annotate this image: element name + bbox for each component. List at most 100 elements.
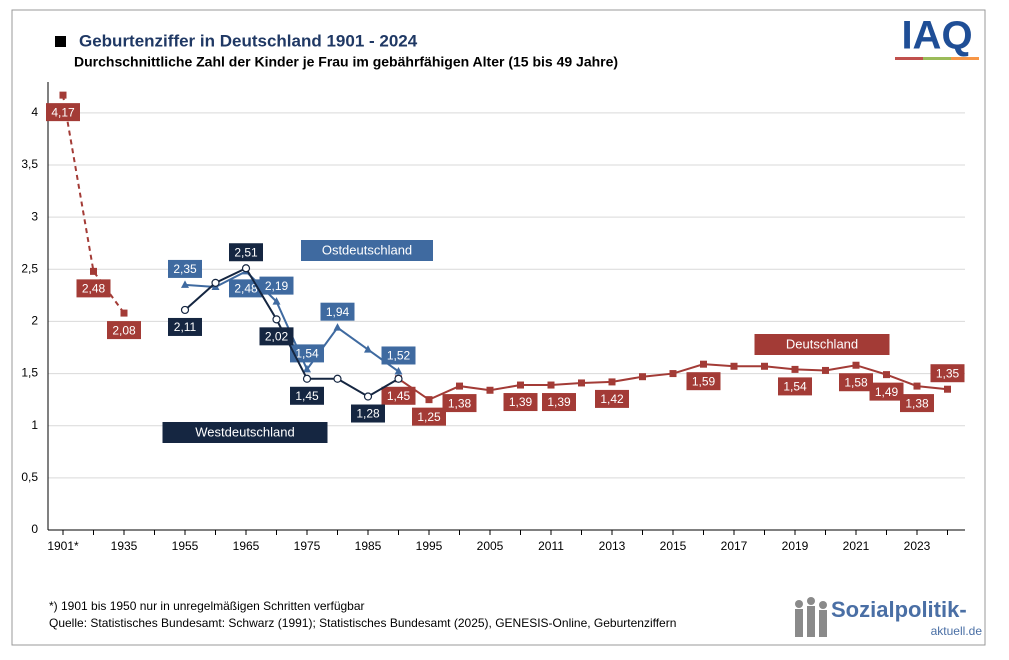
y-tick-label: 1 xyxy=(31,418,38,432)
chart-title: Geburtenziffer in Deutschland 1901 - 202… xyxy=(79,31,418,50)
data-label-box xyxy=(900,394,934,413)
data-label-box xyxy=(381,386,416,405)
data-label-box xyxy=(290,344,324,363)
legend-box xyxy=(754,334,890,355)
marker xyxy=(578,379,585,387)
x-tick-label: 2011 xyxy=(538,539,564,553)
marker xyxy=(517,381,524,389)
logo-bar xyxy=(951,57,979,60)
marker xyxy=(333,374,342,383)
iaq-logo: IAQ xyxy=(901,14,972,58)
data-label: 2,51 xyxy=(234,245,258,259)
marker xyxy=(944,385,951,393)
data-label: 2,08 xyxy=(112,323,136,337)
data-label-box xyxy=(930,364,965,383)
data-label: 2,48 xyxy=(82,282,106,296)
data-label: 2,19 xyxy=(265,279,289,293)
marker xyxy=(120,309,128,317)
data-label-box xyxy=(381,346,416,365)
marker xyxy=(90,267,97,275)
y-tick-label: 3 xyxy=(31,209,38,223)
marker xyxy=(180,305,190,315)
x-tick-label: 1995 xyxy=(416,539,443,553)
marker xyxy=(272,297,281,305)
data-label: 1,45 xyxy=(295,389,319,403)
title-marker xyxy=(55,36,66,47)
x-tick-label: 1985 xyxy=(355,539,382,553)
legend-box xyxy=(162,422,328,443)
marker xyxy=(394,366,403,375)
marker xyxy=(730,362,738,370)
marker xyxy=(913,382,921,390)
data-label: 1,38 xyxy=(448,396,472,410)
data-label-box xyxy=(442,394,477,413)
data-label-box xyxy=(542,393,576,412)
data-label: 1,35 xyxy=(936,366,960,380)
x-tick-label: 2019 xyxy=(782,539,809,553)
y-tick-label: 3,5 xyxy=(21,157,38,171)
data-label: 1,49 xyxy=(875,385,899,399)
data-label-box xyxy=(686,372,721,391)
logo-bar xyxy=(895,57,923,60)
legend-label: Deutschland xyxy=(786,336,858,351)
logo-bar xyxy=(923,57,951,60)
data-label-box xyxy=(76,279,111,298)
legend-label: Ostdeutschland xyxy=(322,242,412,257)
data-label-box xyxy=(229,243,263,262)
marker xyxy=(363,392,373,401)
data-label: 1,58 xyxy=(844,375,868,389)
marker xyxy=(364,345,372,353)
x-tick-label: 1955 xyxy=(172,539,199,553)
marker xyxy=(241,264,251,273)
marker xyxy=(456,382,463,390)
x-tick-label: 1935 xyxy=(111,539,138,553)
marker xyxy=(547,381,555,389)
data-label: 2,35 xyxy=(173,262,197,276)
x-tick-label: 1975 xyxy=(294,539,321,553)
marker xyxy=(639,373,646,381)
source: Quelle: Statistisches Bundesamt: Schwarz… xyxy=(49,616,676,630)
data-label: 1,25 xyxy=(417,410,441,424)
x-tick-label: 2015 xyxy=(660,539,687,553)
data-label: 1,94 xyxy=(326,305,350,319)
x-tick-label: 2023 xyxy=(904,539,931,553)
data-label-box xyxy=(412,407,446,426)
data-label: 2,11 xyxy=(174,320,197,334)
marker xyxy=(608,378,616,386)
data-label-box xyxy=(259,327,294,346)
data-label-box xyxy=(503,393,538,412)
data-label: 2,02 xyxy=(265,330,289,344)
y-tick-label: 2,5 xyxy=(21,261,38,275)
data-label: 1,52 xyxy=(387,349,411,363)
data-label: 2,48 xyxy=(234,282,258,296)
data-label: 1,28 xyxy=(356,407,380,421)
x-tick-label: 2013 xyxy=(599,539,626,553)
frame xyxy=(11,9,986,646)
people-icon xyxy=(795,597,827,637)
sozialpolitik-logo: Sozialpolitik- xyxy=(831,597,967,622)
data-label-box xyxy=(168,317,202,336)
data-label: 1,38 xyxy=(905,396,929,410)
data-label-box xyxy=(869,382,904,401)
data-label: 1,39 xyxy=(509,395,533,409)
marker xyxy=(59,91,67,99)
data-label: 1,45 xyxy=(387,389,411,403)
data-label: 4,17 xyxy=(51,105,75,119)
footnote: *) 1901 bis 1950 nur in unregelmäßigen S… xyxy=(49,599,365,613)
y-tick-label: 1,5 xyxy=(21,366,38,380)
marker xyxy=(181,280,189,288)
x-tick-label: 2017 xyxy=(721,539,748,553)
marker xyxy=(486,386,494,394)
data-label-box xyxy=(320,302,355,321)
data-label: 1,42 xyxy=(600,392,624,406)
marker xyxy=(302,374,312,383)
marker xyxy=(669,370,677,378)
y-tick-label: 0,5 xyxy=(21,470,38,484)
data-label-box xyxy=(46,103,80,122)
marker xyxy=(303,364,311,373)
marker xyxy=(822,366,829,374)
marker xyxy=(394,374,403,383)
marker xyxy=(272,315,281,324)
data-label: 1,54 xyxy=(295,347,319,361)
